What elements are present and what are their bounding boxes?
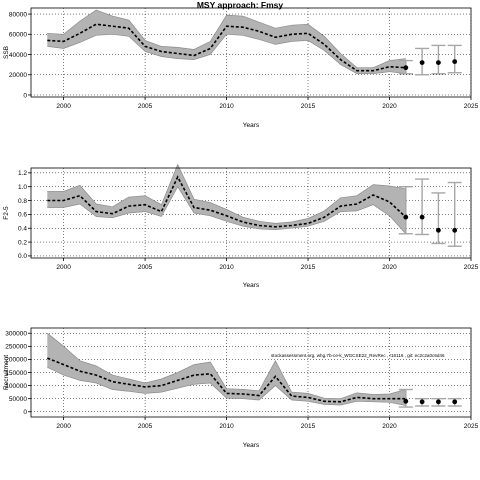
y-tick-label: 80000 — [9, 11, 27, 18]
band-lower-edge — [47, 366, 406, 406]
y-tick-label: 60000 — [9, 32, 27, 39]
projection-point — [403, 398, 409, 404]
x-tick-label: 2005 — [138, 103, 153, 110]
y-tick-label: 50000 — [9, 396, 27, 403]
x-tick-label: 2015 — [301, 423, 316, 430]
y-tick-label: 0.2 — [18, 239, 27, 246]
y-tick-label: 1.0 — [18, 184, 27, 191]
x-tick-label: 2010 — [219, 264, 234, 271]
panel-3: 2000 2005 2010 2015 2020 2025 0 50000 100000 1500… — [3, 327, 479, 449]
projection-point — [452, 399, 458, 405]
confidence-band — [47, 164, 406, 234]
x-axis-label: Years — [243, 282, 260, 289]
projection-point — [419, 399, 425, 405]
y-axis-label: SSB — [3, 46, 10, 59]
x-tick-label: 2015 — [301, 103, 316, 110]
projection-point — [403, 65, 409, 71]
x-tick-label: 2025 — [464, 423, 479, 430]
y-tick-label: 100000 — [5, 383, 27, 390]
y-tick-label: 0.6 — [18, 212, 27, 219]
band-upper-edge — [47, 9, 406, 69]
band-upper-edge — [47, 332, 406, 400]
y-tick-label: 1.2 — [18, 170, 27, 177]
projection-point — [403, 214, 409, 220]
projection-point — [436, 399, 441, 405]
x-tick-label: 2015 — [301, 264, 316, 271]
y-tick-label: 150000 — [5, 370, 27, 377]
y-axis-label: Recruitment — [3, 355, 10, 390]
x-tick-label: 2000 — [56, 103, 71, 110]
y-axis-label: F2-5 — [3, 206, 10, 220]
x-tick-label: 2020 — [382, 264, 397, 271]
x-tick-label: 2020 — [382, 103, 397, 110]
y-tick-label: 0.4 — [18, 226, 27, 233]
x-tick-label: 2010 — [219, 103, 234, 110]
projection-point — [452, 227, 458, 233]
x-axis-label: Years — [243, 442, 260, 449]
y-tick-label: 250000 — [5, 344, 27, 351]
confidence-band — [47, 333, 406, 406]
x-tick-label: 2005 — [138, 423, 153, 430]
plot-frame — [30, 167, 472, 259]
band-lower-edge — [47, 33, 406, 75]
estimate-line — [47, 175, 407, 228]
y-tick-label: 300000 — [5, 331, 27, 338]
x-tick-label: 2000 — [56, 264, 71, 271]
projection-point — [419, 60, 425, 66]
estimate-line — [47, 23, 406, 72]
x-tick-label: 2020 — [382, 423, 397, 430]
y-tick-label: 0 — [23, 92, 27, 99]
y-tick-label: 0 — [23, 409, 27, 416]
x-tick-label: 2025 — [464, 103, 479, 110]
band-upper-edge — [47, 163, 406, 224]
y-tick-label: 200000 — [5, 357, 27, 364]
projection-point — [436, 227, 441, 233]
x-tick-label: 2010 — [219, 423, 234, 430]
projection-point — [452, 59, 458, 65]
y-tick-label: 20000 — [9, 72, 27, 79]
panel-1: 2000 2005 2010 2015 2020 2025 0 20000 40000 60000… — [3, 7, 479, 129]
plot-frame — [30, 7, 472, 98]
panel-2: 2000 2005 2010 2015 2020 2025 0.0 0.2 0.4 0.6 0.8 1… — [3, 163, 479, 289]
x-tick-label: 2000 — [56, 423, 71, 430]
band-lower-edge — [47, 186, 407, 235]
chart-annotation: stockassessment.org, whg.7b-ce-k_WGCSE22… — [271, 353, 445, 358]
projection-point — [436, 60, 441, 66]
y-tick-label: 0.0 — [18, 253, 27, 260]
x-tick-label: 2005 — [138, 264, 153, 271]
chart-title: MSY approach: Fmsy — [196, 0, 284, 10]
x-tick-label: 2025 — [464, 264, 479, 271]
confidence-band — [47, 10, 406, 74]
x-axis-label: Years — [243, 122, 260, 129]
projection-point — [419, 214, 425, 220]
y-tick-label: 40000 — [9, 52, 27, 59]
y-tick-label: 0.8 — [18, 198, 27, 205]
